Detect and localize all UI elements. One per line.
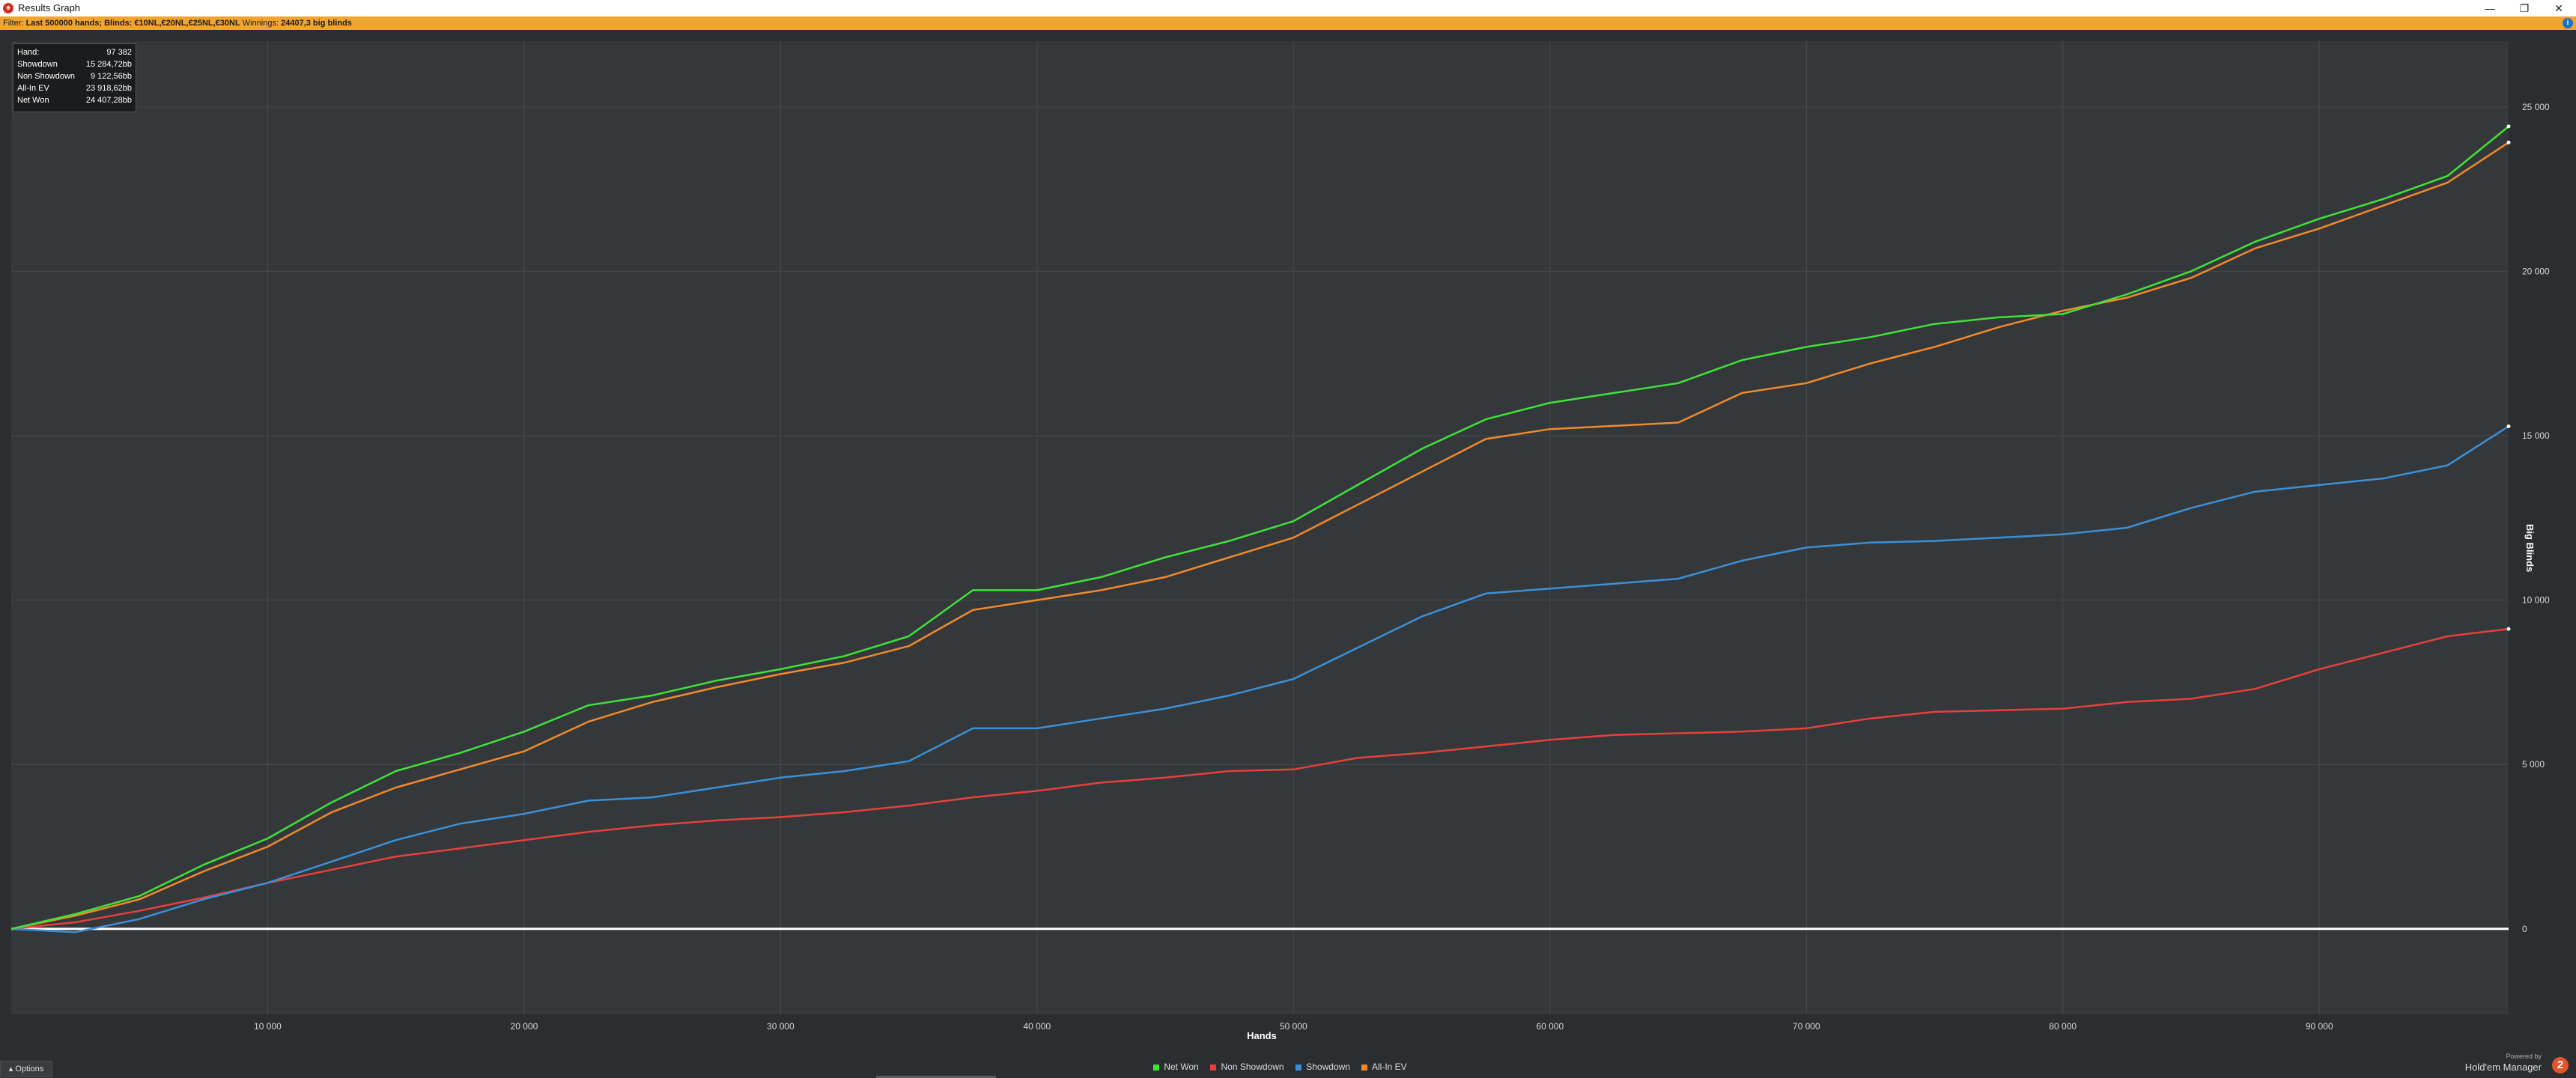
info-key: Showdown	[17, 60, 58, 69]
info-value: 23 918,62bb	[85, 84, 132, 93]
series-line-showdown[interactable]	[10, 425, 2509, 934]
legend-item-non-showdown[interactable]: Non Showdown	[1210, 1062, 1284, 1072]
series-lines	[10, 124, 2511, 934]
horizontal-scrollbar-thumb[interactable]	[876, 1076, 996, 1078]
info-value: 24 407,28bb	[85, 96, 132, 105]
info-row-showdown: Showdown 15 284,72bb	[17, 59, 132, 70]
x-tick-label: 10 000	[254, 1021, 282, 1032]
brand-name: Hold'em Manager	[2464, 1062, 2542, 1073]
holdem-manager-icon: ♠	[3, 3, 13, 13]
legend-swatch	[1361, 1064, 1368, 1071]
legend-item-all-in-ev[interactable]: All-In EV	[1361, 1062, 1407, 1072]
info-row-all-in-ev: All-In EV 23 918,62bb	[17, 83, 132, 94]
series-line-net-won[interactable]	[10, 125, 2509, 931]
legend-item-showdown[interactable]: Showdown	[1295, 1062, 1350, 1072]
filter-bar[interactable]: Filter: Last 500000 hands; Blinds: €10NL…	[0, 16, 2576, 30]
info-key: Hand:	[17, 48, 40, 57]
info-icon[interactable]: i	[2563, 18, 2573, 28]
y-tick-label: 0	[2522, 924, 2527, 934]
info-key: All-In EV	[17, 84, 49, 93]
series-end-point	[2506, 424, 2511, 429]
info-key: Net Won	[17, 96, 49, 105]
y-tick-label: 10 000	[2522, 595, 2550, 606]
info-row-hand: Hand: 97 382	[17, 47, 132, 58]
y-tick-label: 20 000	[2522, 266, 2550, 276]
y-tick-label: 15 000	[2522, 430, 2550, 441]
winnings-label: Winnings:	[242, 19, 279, 28]
legend-swatch	[1295, 1064, 1301, 1071]
options-button[interactable]: ▴ Options	[0, 1061, 52, 1077]
legend-swatch	[1153, 1064, 1159, 1071]
x-tick-label: 70 000	[1793, 1021, 1820, 1032]
x-tick-label: 90 000	[2306, 1021, 2333, 1032]
window-titlebar: ♠ Results Graph — ❐ ✕	[0, 0, 2576, 16]
chart-svg: 10 000 20 000 30 000 40 000 50 000 60 000 70 0…	[10, 41, 2550, 1032]
chart-legend: Net Won Non Showdown Showdown All-In EV	[1153, 1062, 1416, 1074]
series-line-non-showdown[interactable]	[10, 627, 2509, 931]
info-value: 97 382	[106, 48, 132, 57]
y-tick-label: 25 000	[2522, 102, 2550, 112]
info-key: Non Showdown	[17, 72, 76, 81]
legend-label: All-In EV	[1371, 1062, 1407, 1072]
series-end-point	[2506, 124, 2511, 129]
filter-value: Last 500000 hands; Blinds: €10NL,€20NL,€…	[25, 19, 240, 28]
winnings-value: 24407,3 big blinds	[281, 19, 352, 28]
info-row-non-showdown: Non Showdown 9 122,56bb	[17, 71, 132, 82]
x-tick-label: 60 000	[1536, 1021, 1564, 1032]
holdem-manager-logo-icon: 2	[2552, 1057, 2569, 1074]
x-tick-label: 30 000	[767, 1021, 795, 1032]
y-axis-label: Big Blinds	[2524, 524, 2536, 573]
minimize-button[interactable]: —	[2485, 2, 2495, 14]
legend-label: Showdown	[1306, 1062, 1350, 1072]
window-title: Results Graph	[18, 2, 81, 13]
x-tick-label: 80 000	[2049, 1021, 2077, 1032]
legend-swatch	[1210, 1064, 1217, 1071]
chevron-up-icon: ▴	[8, 1065, 13, 1074]
info-value: 9 122,56bb	[90, 72, 132, 81]
filter-summary: Filter: Last 500000 hands; Blinds: €10NL…	[3, 16, 352, 30]
brand-block: Powered by Hold'em Manager 2	[2456, 1053, 2569, 1077]
legend-label: Non Showdown	[1221, 1062, 1284, 1072]
x-tick-label: 20 000	[511, 1021, 538, 1032]
legend-item-net-won[interactable]: Net Won	[1153, 1062, 1199, 1072]
series-end-point	[2506, 627, 2511, 631]
x-tick-label: 50 000	[1280, 1021, 1307, 1032]
x-axis-label: Hands	[1247, 1030, 1277, 1041]
series-end-point	[2506, 140, 2511, 144]
info-value: 15 284,72bb	[85, 60, 132, 69]
info-row-net-won: Net Won 24 407,28bb	[17, 95, 132, 106]
grid-lines	[11, 41, 2509, 1014]
y-tick-label: 5 000	[2522, 759, 2545, 770]
results-chart[interactable]: 10 000 20 000 30 000 40 000 50 000 60 000 70 0…	[0, 30, 2576, 1063]
hover-info-box: Hand: 97 382 Showdown 15 284,72bb Non Sh…	[13, 43, 136, 112]
plot-background	[11, 41, 2509, 1014]
bottom-bar	[0, 1063, 2576, 1078]
options-label: Options	[15, 1065, 44, 1074]
x-tick-label: 40 000	[1024, 1021, 1051, 1032]
tick-labels: 10 000 20 000 30 000 40 000 50 000 60 000 70 0…	[254, 102, 2550, 1032]
filter-label: Filter:	[3, 19, 24, 28]
legend-label: Net Won	[1164, 1062, 1199, 1072]
restore-button[interactable]: ❐	[2519, 2, 2530, 14]
close-button[interactable]: ✕	[2554, 2, 2563, 14]
powered-by-text: Powered by	[2506, 1053, 2542, 1060]
